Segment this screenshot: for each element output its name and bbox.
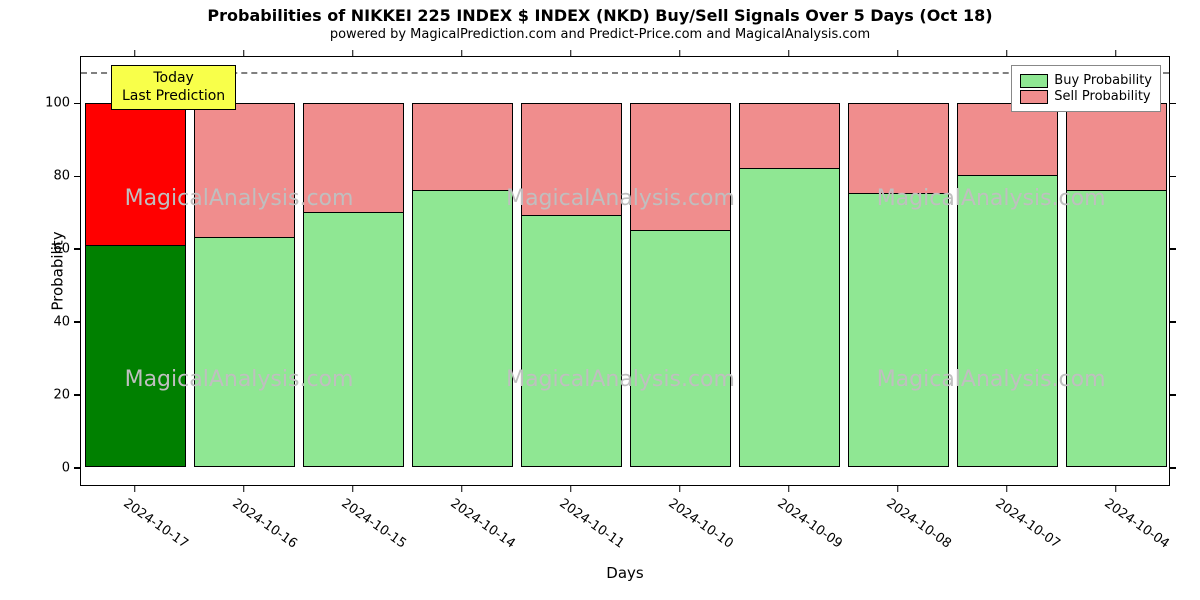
xtick-mark <box>1006 50 1008 56</box>
ytick-mark <box>1170 176 1176 178</box>
sell-bar-segment <box>412 103 512 190</box>
ytick-mark <box>1170 394 1176 396</box>
chart-container: Probabilities of NIKKEI 225 INDEX $ INDE… <box>0 0 1200 600</box>
ytick-mark <box>74 467 80 469</box>
buy-bar-segment <box>630 230 730 467</box>
chart-subtitle: powered by MagicalPrediction.com and Pre… <box>0 25 1200 42</box>
xtick-mark <box>134 50 136 56</box>
xtick-mark <box>134 486 136 492</box>
bar-group <box>85 56 185 485</box>
xtick-mark <box>461 50 463 56</box>
ytick-label: 0 <box>62 460 70 475</box>
legend-item: Sell Probability <box>1020 89 1152 104</box>
buy-bar-segment <box>848 193 948 466</box>
xtick-mark <box>352 486 354 492</box>
xtick-label: 2024-10-17 <box>120 496 191 552</box>
ytick-label: 20 <box>53 387 70 402</box>
xtick-label: 2024-10-09 <box>774 496 845 552</box>
today-callout: Today Last Prediction <box>111 65 236 110</box>
x-axis-label: Days <box>606 564 643 582</box>
sell-bar-segment <box>848 103 948 194</box>
bar-group <box>630 56 730 485</box>
buy-bar-segment <box>521 215 621 466</box>
bar-group <box>1066 56 1166 485</box>
sell-bar-segment <box>1066 103 1166 190</box>
legend-label: Buy Probability <box>1054 73 1152 88</box>
xtick-label: 2024-10-11 <box>556 496 627 552</box>
xtick-mark <box>1006 486 1008 492</box>
ytick-mark <box>74 248 80 250</box>
ytick-label: 80 <box>53 169 70 184</box>
xtick-mark <box>352 50 354 56</box>
xtick-label: 2024-10-04 <box>1101 496 1172 552</box>
buy-bar-segment <box>1066 190 1166 467</box>
xtick-mark <box>897 50 899 56</box>
plot-area: Today Last Prediction Buy ProbabilitySel… <box>80 56 1170 486</box>
bar-group <box>957 56 1057 485</box>
xtick-mark <box>788 486 790 492</box>
sell-bar-segment <box>521 103 621 216</box>
xtick-label: 2024-10-08 <box>883 496 954 552</box>
ytick-mark <box>74 321 80 323</box>
xtick-mark <box>461 486 463 492</box>
bar-group <box>848 56 948 485</box>
ytick-mark <box>74 103 80 105</box>
sell-bar-segment <box>85 103 185 245</box>
plot-outer: Today Last Prediction Buy ProbabilitySel… <box>80 56 1170 486</box>
ytick-mark <box>74 176 80 178</box>
buy-bar-segment <box>957 175 1057 467</box>
xtick-label: 2024-10-16 <box>229 496 300 552</box>
callout-line2: Last Prediction <box>122 88 225 106</box>
bar-group <box>739 56 839 485</box>
xtick-mark <box>897 486 899 492</box>
buy-bar-segment <box>85 245 185 467</box>
chart-title: Probabilities of NIKKEI 225 INDEX $ INDE… <box>0 0 1200 25</box>
xtick-label: 2024-10-14 <box>447 496 518 552</box>
xtick-mark <box>1115 486 1117 492</box>
sell-bar-segment <box>957 103 1057 176</box>
xtick-mark <box>1115 50 1117 56</box>
bar-group <box>194 56 294 485</box>
xtick-mark <box>679 486 681 492</box>
buy-bar-segment <box>739 168 839 467</box>
xtick-mark <box>788 50 790 56</box>
sell-bar-segment <box>194 103 294 238</box>
xtick-mark <box>243 50 245 56</box>
xtick-label: 2024-10-07 <box>992 496 1063 552</box>
ytick-mark <box>74 394 80 396</box>
xtick-label: 2024-10-15 <box>338 496 409 552</box>
legend-label: Sell Probability <box>1054 89 1150 104</box>
bar-group <box>303 56 403 485</box>
legend-item: Buy Probability <box>1020 73 1152 88</box>
xtick-mark <box>570 50 572 56</box>
sell-bar-segment <box>303 103 403 212</box>
bar-group <box>521 56 621 485</box>
ytick-label: 100 <box>45 96 70 111</box>
ytick-label: 40 <box>53 315 70 330</box>
buy-bar-segment <box>412 190 512 467</box>
ytick-label: 60 <box>53 242 70 257</box>
bar-group <box>412 56 512 485</box>
xtick-mark <box>570 486 572 492</box>
ytick-mark <box>1170 467 1176 469</box>
callout-line1: Today <box>122 70 225 88</box>
ytick-mark <box>1170 103 1176 105</box>
sell-bar-segment <box>739 103 839 169</box>
sell-bar-segment <box>630 103 730 231</box>
buy-bar-segment <box>194 237 294 467</box>
buy-bar-segment <box>303 212 403 467</box>
ytick-mark <box>1170 321 1176 323</box>
legend-swatch <box>1020 90 1048 104</box>
xtick-mark <box>679 50 681 56</box>
xtick-mark <box>243 486 245 492</box>
ytick-mark <box>1170 248 1176 250</box>
legend-swatch <box>1020 74 1048 88</box>
xtick-label: 2024-10-10 <box>665 496 736 552</box>
legend: Buy ProbabilitySell Probability <box>1011 65 1161 112</box>
